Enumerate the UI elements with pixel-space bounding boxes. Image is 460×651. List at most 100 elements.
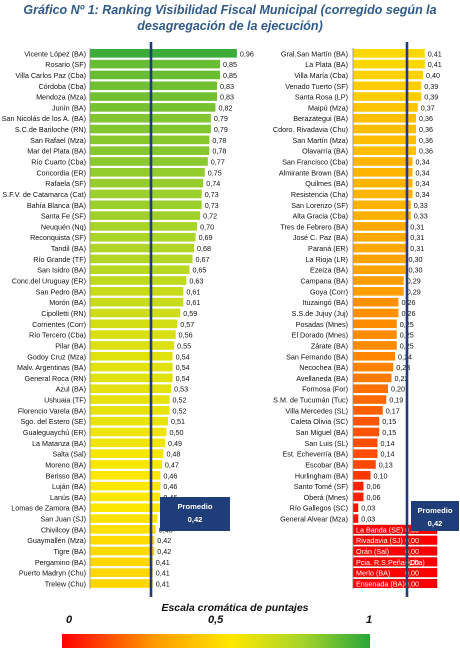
bar-left-4 [90, 92, 217, 101]
bar-label-right-17: José C. Paz (BA) [293, 233, 348, 242]
bar-left-45 [90, 535, 155, 545]
bar-value-right-35: 0,15 [382, 428, 396, 437]
bar-label-right-38: Escobar (BA) [305, 460, 348, 469]
bar-label-right-47: Pcia. R.S.Peña (Cha) [356, 558, 425, 567]
bar-label-right-0: Gral.San Martín (BA) [281, 49, 348, 58]
bar-label-left-11: Concordia (ER) [36, 168, 86, 177]
bar-value-right-36: 0,14 [381, 439, 395, 448]
bar-left-48 [90, 568, 153, 577]
bar-value-right-48: 0,00 [405, 569, 419, 578]
bar-value-left-3: 0,83 [220, 82, 234, 91]
bar-label-left-3: Córdoba (Cba) [38, 82, 86, 91]
bar-label-right-10: San Francisco (Cba) [282, 158, 348, 167]
bar-value-right-11: 0,34 [416, 168, 430, 177]
bar-label-right-22: Goya (Corr) [310, 287, 348, 296]
bar-left-16 [90, 222, 198, 231]
bar-label-left-47: Pergamino (BA) [35, 558, 86, 567]
bar-right-40 [353, 481, 364, 491]
bar-right-18 [353, 243, 408, 253]
bar-label-right-16: Tres de Febrero (BA) [280, 222, 348, 231]
bar-label-left-33: Florencio Varela (BA) [18, 406, 86, 415]
bar-left-35 [90, 427, 167, 437]
bar-label-right-23: Ituzaingó (BA) [302, 298, 348, 307]
bar-value-right-14: 0,33 [414, 201, 428, 210]
bar-value-right-32: 0,19 [389, 396, 403, 405]
bar-label-left-42: Lomas de Zamora (BA) [11, 504, 86, 513]
bar-left-25 [90, 319, 178, 329]
bar-value-left-14: 0,73 [205, 201, 219, 210]
bar-right-16 [353, 222, 408, 231]
bar-value-left-7: 0,79 [214, 125, 228, 134]
bar-value-left-49: 0,41 [156, 579, 170, 588]
bar-label-right-24: S.S.de Jujuy (Juj) [292, 309, 348, 318]
bar-left-33 [90, 406, 170, 415]
bar-label-left-15: Santa Fe (SF) [41, 212, 86, 221]
bar-value-left-46: 0,42 [157, 547, 171, 556]
bar-left-10 [90, 157, 208, 166]
bar-label-left-20: San Isidro (BA) [37, 266, 86, 275]
bar-label-right-29: Necochea (BA) [299, 363, 348, 372]
bar-value-right-41: 0,06 [367, 493, 381, 502]
bar-label-left-34: Sgo. del Estero (SE) [20, 417, 86, 426]
bar-value-right-38: 0,13 [379, 460, 393, 469]
bar-right-9 [353, 146, 416, 155]
bar-label-right-49: Ensenada (BA) [356, 579, 405, 588]
bar-value-left-40: 0,46 [163, 482, 177, 491]
bar-left-42 [90, 503, 161, 513]
average-box-right [411, 501, 459, 531]
bar-label-right-2: Villa María (Cba) [294, 71, 348, 80]
bar-label-left-7: S.C.de Bariloche (RN) [15, 125, 86, 134]
bar-label-right-45: Rivadavia (SJ) [356, 536, 403, 545]
bar-value-right-22: 0,29 [407, 287, 421, 296]
bar-left-28 [90, 351, 173, 361]
bar-value-right-4: 0,39 [424, 93, 438, 102]
bar-right-43 [353, 514, 359, 523]
bar-value-right-28: 0,24 [398, 352, 412, 361]
bar-left-19 [90, 254, 193, 264]
bar-right-0 [353, 49, 425, 58]
bar-left-22 [90, 287, 184, 296]
bar-value-left-39: 0,46 [163, 471, 177, 480]
color-scale-tick-max: 1 [366, 614, 373, 626]
bar-label-left-26: Río Tercero (Cba) [29, 331, 86, 340]
bar-value-right-47: 0,00 [405, 558, 419, 567]
bar-right-24 [353, 308, 399, 318]
bar-label-right-6: Berazategui (BA) [293, 114, 348, 123]
bar-left-5 [90, 103, 216, 112]
bar-label-left-32: Ushuaia (TF) [44, 396, 86, 405]
bar-label-right-34: Caleta Olivia (SC) [290, 417, 348, 426]
bar-value-right-24: 0,26 [402, 309, 416, 318]
bar-label-left-9: Mar del Plata (BA) [27, 147, 86, 156]
bar-value-right-0: 0,41 [428, 49, 442, 58]
bar-value-left-12: 0,74 [206, 179, 220, 188]
bar-value-right-9: 0,36 [419, 147, 433, 156]
bar-left-26 [90, 330, 176, 339]
bar-value-left-11: 0,75 [208, 168, 222, 177]
bar-value-left-48: 0,41 [156, 569, 170, 578]
bar-label-right-21: Campana (BA) [300, 277, 348, 286]
bar-label-right-39: Hurlingham (BA) [295, 471, 348, 480]
bar-label-left-13: S.F.V. de Catamarca (Cat) [2, 190, 86, 199]
bar-value-left-4: 0,83 [220, 93, 234, 102]
average-label-left: Promedio [177, 502, 212, 511]
bar-value-right-30: 0,22 [395, 374, 409, 383]
bar-value-right-45: 0,00 [405, 536, 419, 545]
bar-right-19 [353, 254, 406, 264]
bar-right-1 [353, 59, 425, 69]
bar-right-42 [353, 503, 359, 513]
bar-label-right-40: Santo Tomé (SF) [294, 482, 348, 491]
bar-label-right-5: Maipú (Mza) [308, 103, 348, 112]
bar-right-30 [353, 373, 392, 383]
bar-label-right-33: Villa Mercedes (SL) [285, 406, 348, 415]
bar-label-right-13: Resistencia (Cha) [291, 190, 348, 199]
bar-value-left-5: 0,82 [218, 103, 232, 112]
bar-label-right-1: La Plata (BA) [305, 60, 348, 69]
bar-value-left-38: 0,47 [165, 460, 179, 469]
bar-label-right-30: Avellaneda (BA) [296, 374, 348, 383]
bar-label-left-39: Berisso (BA) [46, 471, 86, 480]
bar-value-right-15: 0,33 [414, 212, 428, 221]
bar-value-left-22: 0,61 [186, 287, 200, 296]
bar-value-right-33: 0,17 [386, 406, 400, 415]
average-box-left [160, 497, 230, 531]
bar-label-left-16: Neuquén (Nq) [41, 222, 86, 231]
